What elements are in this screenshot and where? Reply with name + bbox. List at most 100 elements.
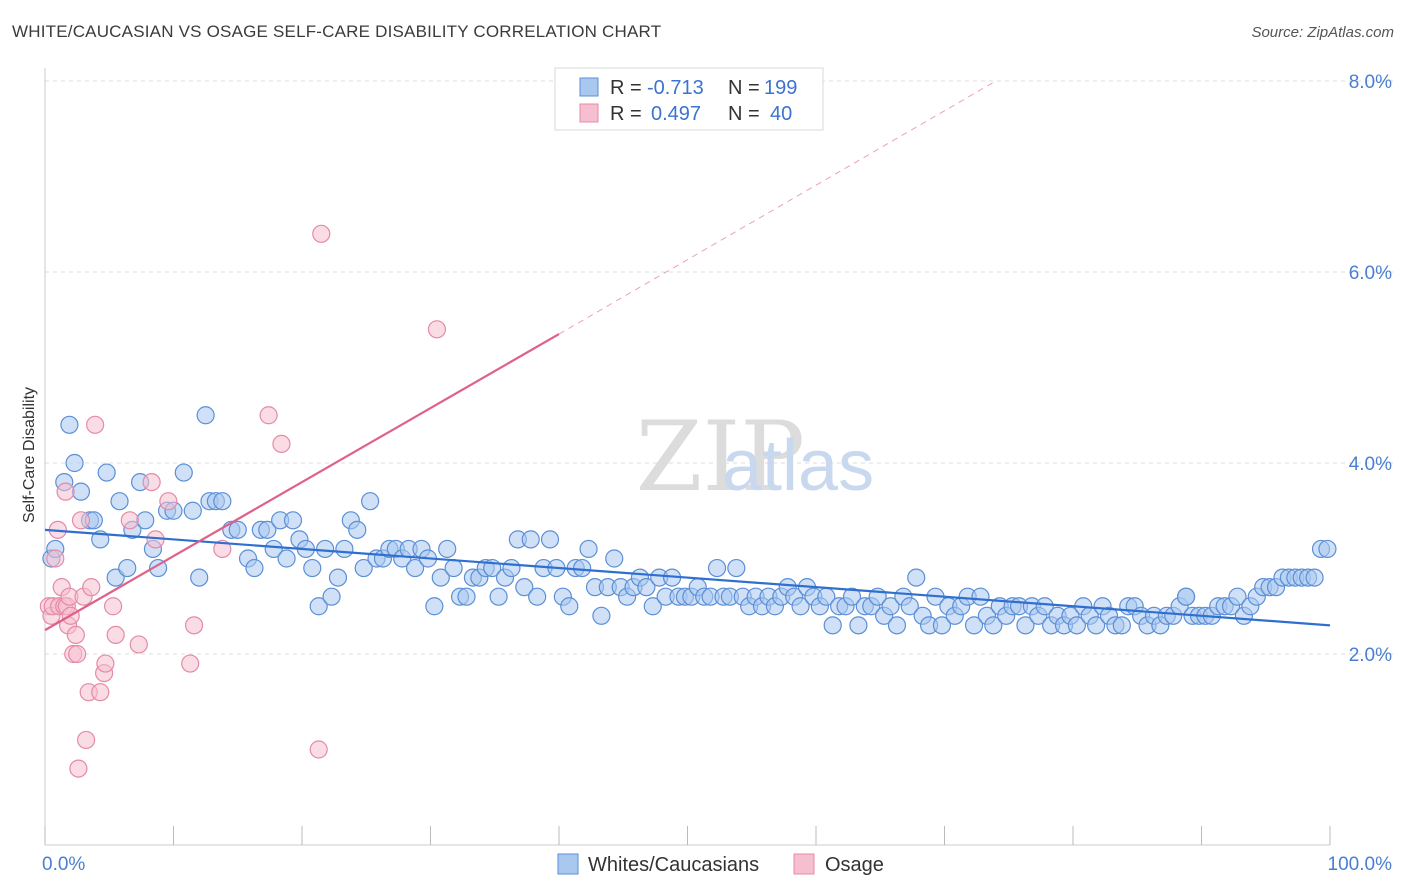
blue-point-36	[283, 511, 303, 530]
blue-point-58	[425, 597, 444, 616]
blue-point-79	[560, 597, 579, 616]
blue-point-161	[1087, 616, 1106, 635]
y-axis-label: Self-Care Disability	[21, 387, 38, 523]
axes	[44, 68, 1331, 846]
blue-point-195	[1305, 568, 1324, 587]
blue-point-115	[791, 597, 810, 616]
blue-point-40	[309, 597, 328, 616]
blue-point-68	[489, 587, 508, 606]
legend-swatch-pink	[579, 103, 599, 123]
trend-lines	[44, 80, 1331, 632]
blue-point-165	[1112, 616, 1131, 635]
blue-point-197	[1318, 539, 1337, 559]
blue-point-55	[405, 558, 425, 578]
pink-point-3	[46, 549, 65, 568]
pink-point-28	[120, 511, 139, 530]
blue-point-42	[322, 587, 341, 606]
blue-point-86	[605, 549, 624, 568]
pink-point-39	[309, 740, 328, 759]
blue-point-3	[60, 415, 79, 434]
blue-point-43	[328, 568, 348, 587]
blue-point-183	[1228, 587, 1247, 606]
blue-point-28	[228, 520, 247, 539]
legend-r-value-2: 0.497	[651, 103, 701, 125]
legend-n-label-1: N =	[728, 77, 760, 99]
blue-point-26	[213, 492, 232, 511]
pink-point-25	[96, 654, 115, 673]
blue-point-76	[540, 530, 560, 549]
pink-point-14	[66, 625, 85, 645]
blue-point-60	[438, 539, 457, 559]
blue-point-153	[1035, 597, 1054, 616]
legend-n-value-2: 40	[770, 103, 792, 125]
blue-point-70	[502, 558, 521, 578]
pink-point-16	[69, 759, 88, 778]
pink-point-32	[159, 492, 178, 511]
blue-point-33	[264, 539, 283, 559]
pink-point-29	[129, 635, 148, 654]
blue-point-120	[823, 616, 842, 635]
blue-point-41	[316, 539, 335, 559]
watermark-atlas: atlas	[722, 426, 874, 506]
bottom-legend-label-blue: Whites/Caucasians	[588, 854, 759, 876]
blue-point-63	[457, 587, 476, 606]
bottom-legend-swatch-pink	[793, 853, 815, 875]
pink-point-8	[56, 482, 75, 501]
blue-point-137	[932, 616, 952, 635]
blue-point-123	[842, 587, 862, 606]
blue-point-9	[97, 463, 116, 482]
blue-point-12	[118, 558, 137, 578]
blue-point-158	[1067, 616, 1086, 635]
blue-point-150	[1016, 616, 1035, 635]
pink-point-40	[427, 320, 447, 339]
watermark-zip: ZIP	[636, 401, 805, 513]
blue-point-81	[573, 558, 592, 578]
trend-line-osage	[44, 333, 560, 632]
pink-point-38	[312, 224, 331, 243]
blue-point-44	[335, 539, 354, 559]
blue-point-91	[637, 578, 656, 597]
blue-point-11	[110, 492, 129, 511]
stats-legend: R = -0.713 N = 199 R = 0.497 N = 40	[554, 67, 824, 131]
tick-labels: 2.0% 4.0% 6.0% 8.0% 0.0% 100.0%	[42, 72, 1392, 875]
blue-point-72	[515, 578, 534, 597]
pink-point-36	[259, 406, 278, 425]
blue-point-48	[361, 492, 380, 511]
pink-point-22	[86, 415, 105, 434]
y-tick-label-2: 6.0%	[1349, 263, 1392, 284]
legend-n-label-2: N =	[728, 103, 760, 125]
blue-point-46	[348, 520, 367, 539]
blue-point-133	[907, 568, 926, 587]
pink-point-30	[142, 473, 161, 492]
legend-r-value-1: -0.713	[647, 77, 704, 99]
blue-point-73	[521, 530, 540, 549]
blue-point-21	[183, 501, 202, 520]
y-tick-label-3: 8.0%	[1349, 72, 1392, 93]
blue-point-124	[849, 616, 868, 635]
chart-title: WHITE/CAUCASIAN VS OSAGE SELF-CARE DISAB…	[12, 22, 662, 41]
blue-point-145	[984, 616, 1003, 635]
blue-point-30	[245, 558, 264, 578]
trend-line-whites	[44, 528, 1331, 627]
x-tick-label-0: 0.0%	[42, 854, 85, 875]
blue-point-198	[1176, 587, 1196, 606]
blue-point-74	[528, 587, 547, 606]
blue-point-5	[71, 482, 91, 501]
blue-point-35	[277, 549, 296, 568]
pink-point-15	[68, 644, 87, 664]
blue-point-15	[136, 511, 155, 530]
legend-n-value-1: 199	[764, 77, 797, 99]
blue-point-102	[707, 558, 727, 578]
pink-point-17	[71, 511, 91, 530]
blue-point-59	[431, 568, 450, 587]
legend-r-label-1: R =	[610, 77, 642, 99]
pink-point-33	[181, 654, 200, 673]
pink-point-23	[91, 683, 110, 702]
blue-point-129	[881, 597, 900, 616]
blue-point-132	[900, 597, 919, 616]
blue-point-47	[354, 558, 373, 578]
blue-point-20	[174, 463, 193, 482]
legend-r-label-2: R =	[610, 103, 642, 125]
source-credit: Source: ZipAtlas.com	[1251, 24, 1394, 41]
